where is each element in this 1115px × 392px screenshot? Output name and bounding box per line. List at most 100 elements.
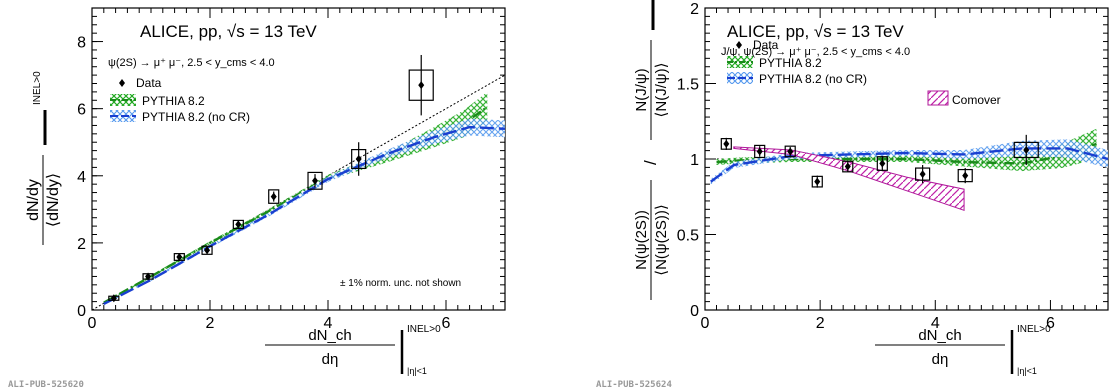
legend-data-marker bbox=[119, 79, 125, 87]
y-label-den: ⟨dN/dy⟩ bbox=[45, 173, 62, 227]
legend-label: PYTHIA 8.2 (no CR) bbox=[759, 72, 867, 86]
data-point bbox=[232, 219, 244, 230]
y-label-num: N(ψ(2S)) bbox=[633, 210, 650, 270]
data-marker bbox=[814, 177, 821, 186]
data-marker bbox=[110, 294, 117, 303]
data-syst-box bbox=[784, 145, 796, 158]
x-tick-label: 2 bbox=[206, 315, 215, 332]
left-chart: 0 2 4 6 0 2 4 6 8 ALICE, pp, √s = 13 TeV ψ(2S) → μ… bbox=[25, 7, 506, 376]
data-marker bbox=[270, 192, 277, 201]
x-tick-label: 0 bbox=[701, 315, 710, 332]
data-point bbox=[720, 137, 732, 150]
legend-label: PYTHIA 8.2 bbox=[142, 94, 205, 108]
data-syst-box bbox=[232, 219, 244, 230]
x-tick-label: 4 bbox=[324, 315, 333, 332]
data-point bbox=[754, 144, 766, 159]
y-tick-label: 0 bbox=[690, 303, 699, 320]
x-tick-label: 0 bbox=[88, 315, 97, 332]
experiment-label: ALICE, pp, √s = 13 TeV bbox=[727, 22, 904, 41]
x-tick-label: 6 bbox=[442, 315, 451, 332]
data-point bbox=[201, 245, 213, 255]
data-marker bbox=[204, 246, 211, 255]
y-tick-label: 4 bbox=[77, 169, 86, 186]
y-tick-label: 0.5 bbox=[677, 228, 699, 245]
x-label-num: dN_ch bbox=[308, 327, 351, 344]
experiment-label: ALICE, pp, √s = 13 TeV bbox=[140, 22, 317, 41]
data-marker bbox=[355, 155, 362, 163]
data-point bbox=[876, 155, 888, 172]
data-point bbox=[268, 189, 280, 204]
data-point bbox=[1013, 134, 1039, 166]
y-tick-label: 0 bbox=[77, 303, 86, 320]
y-axis-label: dN/dy ⟨dN/dy⟩ INEL>0 bbox=[25, 71, 62, 245]
norm-note: ± 1% norm. unc. not shown bbox=[340, 278, 461, 289]
legend-label: Data bbox=[753, 38, 779, 52]
pub-id-left: ALI-PUB-525620 bbox=[8, 380, 84, 390]
pythia-nocr-line bbox=[103, 125, 506, 306]
data-marker bbox=[723, 139, 730, 148]
y-tick-label: 8 bbox=[77, 35, 86, 52]
x-label-subscript: |η|<1 bbox=[1017, 366, 1037, 376]
x-tick-label: 6 bbox=[1046, 315, 1055, 332]
data-point bbox=[142, 272, 154, 281]
x-label-superscript: INEL>0 bbox=[407, 324, 441, 335]
comover-band bbox=[733, 146, 965, 212]
data-point bbox=[811, 175, 823, 188]
data-marker bbox=[145, 272, 152, 281]
data-marker bbox=[919, 170, 926, 179]
data-point bbox=[915, 165, 931, 184]
x-label-superscript: INEL>0 bbox=[1017, 324, 1051, 335]
pub-id-right: ALI-PUB-525624 bbox=[596, 380, 672, 390]
plot-frame bbox=[91, 7, 506, 311]
data-point bbox=[307, 171, 323, 190]
legend: Data PYTHIA 8.2 PYTHIA 8.2 (no CR) Comover bbox=[727, 38, 1001, 107]
data-marker bbox=[235, 220, 242, 229]
right-chart: 0 2 4 6 0 0.5 1 1.5 2 ALICE, pp, √s = 13 TeV J/ψ, … bbox=[633, 0, 1109, 376]
data-syst-box bbox=[754, 144, 766, 159]
legend-data-marker bbox=[736, 41, 742, 49]
y-tick-label: 2 bbox=[690, 1, 699, 18]
data-point bbox=[108, 294, 120, 303]
x-label-den: dη bbox=[932, 351, 949, 368]
process-label: ψ(2S) → μ⁺ μ⁻, 2.5 < y_cms < 4.0 bbox=[108, 57, 275, 69]
legend: Data PYTHIA 8.2 PYTHIA 8.2 (no CR) bbox=[110, 76, 250, 124]
y-label-slash: / bbox=[641, 160, 660, 165]
legend-label: PYTHIA 8.2 (no CR) bbox=[142, 110, 250, 124]
x-tick-label: 2 bbox=[816, 315, 825, 332]
data-syst-box bbox=[307, 171, 323, 190]
data-point bbox=[351, 142, 367, 176]
y-tick-label: 1 bbox=[690, 152, 699, 169]
y-label-num: N(J/ψ) bbox=[633, 68, 650, 111]
legend-label: PYTHIA 8.2 bbox=[759, 56, 822, 70]
data-marker bbox=[312, 176, 319, 185]
data-marker bbox=[879, 159, 886, 168]
x-tick-label: 4 bbox=[931, 315, 940, 332]
legend-comover-swatch bbox=[927, 90, 949, 106]
data-syst-box bbox=[201, 245, 213, 255]
y-label-superscript: INEL>0 bbox=[32, 71, 43, 105]
data-point bbox=[784, 145, 796, 158]
legend-label: Comover bbox=[952, 93, 1001, 107]
data-marker bbox=[962, 171, 969, 180]
legend-label: Data bbox=[136, 76, 162, 90]
data-point bbox=[408, 54, 434, 116]
x-label-subscript: |η|<1 bbox=[407, 366, 427, 376]
x-label-den: dη bbox=[322, 351, 339, 368]
process-label: J/ψ, ψ(2S) → μ⁺ μ⁻, 2.5 < y_cms < 4.0 bbox=[721, 46, 910, 58]
x-axis-label: dN_ch dη INEL>0 |η|<1 bbox=[265, 324, 441, 376]
data-marker bbox=[176, 252, 183, 261]
x-axis-label: dN_ch dη INEL>0 |η|<1 bbox=[875, 324, 1051, 376]
y-axis-label: N(ψ(2S))⟨N(ψ(2S))⟩/N(J/ψ)⟨N(J/ψ)⟩INEL>0 bbox=[633, 0, 670, 300]
data-point bbox=[842, 160, 854, 173]
y-label-num: dN/dy bbox=[25, 179, 42, 221]
data-marker bbox=[418, 81, 425, 90]
y-tick-label: 1.5 bbox=[677, 77, 699, 94]
data-point bbox=[173, 252, 185, 261]
x-label-num: dN_ch bbox=[918, 327, 961, 344]
y-label-den: ⟨N(J/ψ)⟩ bbox=[653, 63, 670, 118]
y-label-den: ⟨N(ψ(2S))⟩ bbox=[653, 204, 670, 276]
data-syst-box bbox=[268, 189, 280, 204]
pythia-nocr-line bbox=[710, 147, 1109, 183]
y-tick-label: 6 bbox=[77, 102, 86, 119]
